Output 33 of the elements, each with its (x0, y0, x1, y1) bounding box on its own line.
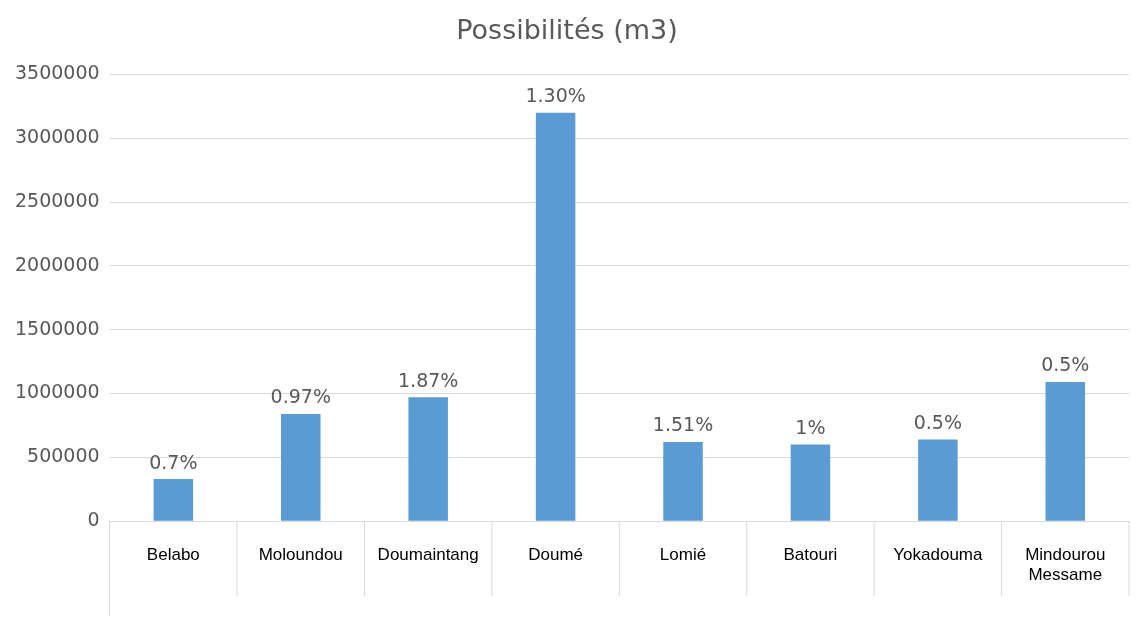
bar (535, 112, 576, 521)
y-tick-label: 3500000 (14, 61, 100, 84)
annotation: 0.97% (270, 385, 331, 408)
x-tick-label: Doumé (528, 545, 583, 565)
annotation: 0.5% (913, 410, 963, 433)
x-tick-label: Belabo (146, 545, 200, 565)
bar (790, 444, 831, 521)
x-tick-label: Yokadouma (893, 545, 983, 565)
annotation: 1.87% (398, 368, 459, 391)
y-tick-label: 2500000 (14, 188, 100, 211)
annotation: 1.30% (525, 84, 586, 107)
bar (663, 442, 703, 521)
bar (918, 439, 958, 521)
y-tick-label: 1000000 (14, 380, 100, 403)
annotation: 1.51% (652, 413, 714, 436)
y-tick-label: 2000000 (14, 252, 100, 275)
x-tick-label: Batouri (783, 545, 838, 565)
x-tick-label: Doumaintang (377, 545, 479, 565)
y-tick-label: 3000000 (14, 125, 100, 148)
y-tick-label: 0 (87, 508, 100, 531)
x-tick-label: Mindourou Messame (1025, 545, 1106, 585)
bar (1045, 382, 1086, 521)
bar (281, 413, 321, 521)
bar (153, 479, 194, 521)
chart-title: Possibilités (m3) (456, 14, 678, 46)
x-tick-label: Moloundou (258, 545, 343, 565)
y-tick-label: 500000 (27, 444, 100, 467)
bar (408, 397, 448, 521)
annotation: 1% (795, 416, 826, 439)
annotation: 0.5% (1041, 353, 1090, 376)
y-tick-label: 1500000 (14, 316, 100, 339)
x-tick-label: Lomié (659, 545, 707, 565)
annotation: 0.7% (149, 450, 198, 473)
